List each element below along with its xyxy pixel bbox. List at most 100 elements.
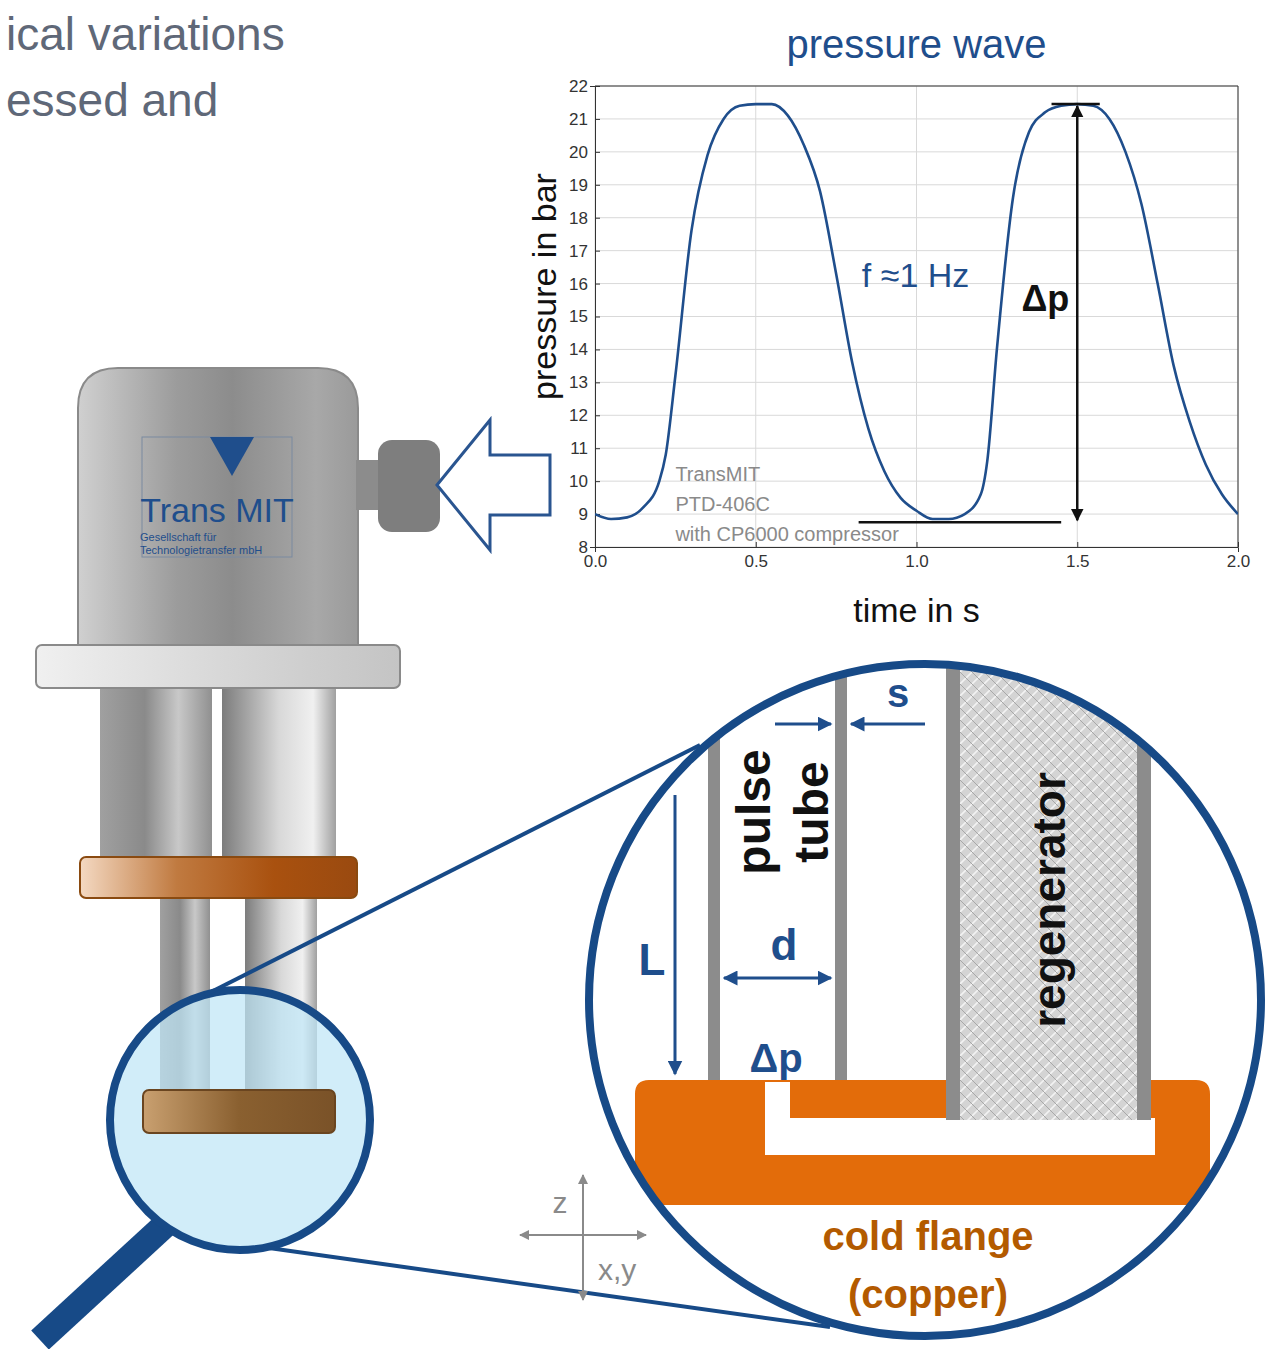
L-label: L bbox=[639, 935, 666, 984]
regenerator-wall bbox=[946, 600, 960, 1120]
top-plate bbox=[36, 645, 400, 688]
y-tick: 18 bbox=[569, 209, 600, 228]
logo-triangle bbox=[210, 437, 254, 476]
dp-zoom-label: Δp bbox=[749, 1036, 802, 1080]
pulse-label: pulse bbox=[727, 749, 780, 874]
connection-arrow bbox=[437, 420, 550, 550]
regenerator-matrix bbox=[960, 1108, 1137, 1120]
x-tick-label: 0.5 bbox=[744, 552, 768, 571]
y-tick-mark bbox=[595, 317, 600, 318]
y-tick-mark bbox=[595, 119, 600, 120]
s-label: s bbox=[887, 671, 909, 715]
y-tick-mark bbox=[595, 185, 600, 186]
device-label: with CP6000 compressor bbox=[674, 523, 899, 545]
device-label: PTD-406C bbox=[675, 493, 769, 515]
y-tick-label: 16 bbox=[569, 275, 588, 294]
y-tick-label: 12 bbox=[569, 406, 588, 425]
header-line: essed and bbox=[6, 74, 218, 126]
zoom-content bbox=[635, 600, 1210, 1205]
y-tick-mark bbox=[595, 481, 600, 482]
y-tick-label: 14 bbox=[569, 340, 588, 359]
upper-tube bbox=[222, 686, 336, 860]
zoom-ring bbox=[589, 664, 1261, 1336]
y-tick-label: 15 bbox=[569, 307, 588, 326]
y-tick-mark bbox=[595, 284, 600, 285]
coordinate-axes: z x,y bbox=[520, 1175, 646, 1300]
y-tick: 11 bbox=[570, 439, 600, 458]
upper-tube bbox=[100, 686, 212, 860]
xy-label: x,y bbox=[598, 1253, 636, 1286]
y-tick-mark bbox=[595, 218, 600, 219]
zoom-view: pulsetuberegeneratorsdLΔpcold flange(cop… bbox=[589, 600, 1261, 1336]
z-label: z bbox=[553, 1186, 568, 1219]
y-tick: 15 bbox=[569, 307, 600, 326]
d-label: d bbox=[771, 920, 798, 969]
xy-axis bbox=[520, 1234, 646, 1236]
L-arrow bbox=[674, 795, 677, 1074]
y-tick: 14 bbox=[569, 340, 600, 359]
frame-top bbox=[595, 86, 1238, 87]
company-text: Technologietransfer mbH bbox=[140, 544, 262, 556]
tube-wall bbox=[708, 600, 720, 1082]
copper-ring bbox=[80, 857, 357, 898]
y-tick-mark bbox=[595, 349, 600, 350]
dp-label: Δp bbox=[1021, 278, 1069, 319]
y-axis-line bbox=[590, 87, 596, 548]
magnifier-lens bbox=[110, 990, 370, 1250]
header: ical variationsessed and bbox=[6, 8, 285, 126]
x-tick-mark bbox=[1077, 542, 1078, 547]
cold-flange bbox=[635, 1080, 1210, 1205]
frame-right bbox=[1238, 86, 1239, 547]
y-tick-mark bbox=[595, 382, 600, 383]
head bbox=[78, 368, 358, 650]
regenerator-matrix bbox=[960, 600, 1137, 1120]
y-tick-label: 8 bbox=[579, 538, 588, 557]
device-label: TransMIT bbox=[675, 463, 760, 485]
z-axis bbox=[582, 1175, 584, 1300]
x-tick: 1.0 bbox=[905, 542, 929, 571]
pressure-line bbox=[595, 104, 1238, 519]
regenerator-wall bbox=[1137, 600, 1151, 1120]
y-tick: 8 bbox=[579, 538, 600, 557]
y-tick-label: 22 bbox=[569, 77, 588, 96]
y-tick: 20 bbox=[569, 143, 600, 162]
y-axis: 8910111213141516171819202122 bbox=[569, 77, 600, 557]
y-tick: 17 bbox=[569, 242, 600, 261]
y-tick-label: 21 bbox=[569, 110, 588, 129]
y-tick-mark bbox=[595, 415, 600, 416]
regenerator-label: regenerator bbox=[1023, 772, 1075, 1028]
x-tick-mark bbox=[917, 542, 918, 547]
y-tick: 13 bbox=[569, 373, 600, 392]
y-tick-mark bbox=[595, 448, 600, 449]
max-line bbox=[1052, 103, 1100, 106]
y-tick: 21 bbox=[569, 110, 600, 129]
chart: 0.00.51.01.52.08910111213141516171819202… bbox=[525, 22, 1250, 629]
x-tick-label: 2.0 bbox=[1227, 552, 1251, 571]
marks bbox=[595, 104, 1238, 519]
y-tick: 19 bbox=[569, 176, 600, 195]
annotations: f ≈1 HzΔpTransMITPTD-406Cwith CP6000 com… bbox=[674, 104, 1099, 545]
x-tick: 0.5 bbox=[744, 542, 768, 571]
zoom-background bbox=[589, 664, 1261, 1336]
magnifier-ring bbox=[110, 990, 370, 1250]
grid-line bbox=[1238, 86, 1239, 547]
magnifier-handle bbox=[40, 1225, 165, 1340]
grid-line bbox=[595, 86, 1238, 87]
logo-text: Trans MIT bbox=[140, 491, 294, 529]
y-tick: 16 bbox=[569, 275, 600, 294]
grid-line bbox=[916, 86, 917, 547]
grid-line bbox=[1077, 86, 1078, 547]
y-tick-mark bbox=[595, 251, 600, 252]
y-tick-label: 18 bbox=[569, 209, 588, 228]
x-tick-label: 1.5 bbox=[1066, 552, 1090, 571]
y-tick-label: 17 bbox=[569, 242, 588, 261]
x-axis-title: time in s bbox=[853, 591, 980, 629]
y-tick-label: 13 bbox=[569, 373, 588, 392]
y-tick-label: 20 bbox=[569, 143, 588, 162]
flange-label: cold flange bbox=[822, 1214, 1033, 1258]
y-tick: 12 bbox=[569, 406, 600, 425]
grid bbox=[595, 86, 1238, 547]
y-tick-label: 19 bbox=[569, 176, 588, 195]
knob bbox=[378, 440, 440, 532]
cold-flange-small bbox=[143, 1090, 335, 1133]
